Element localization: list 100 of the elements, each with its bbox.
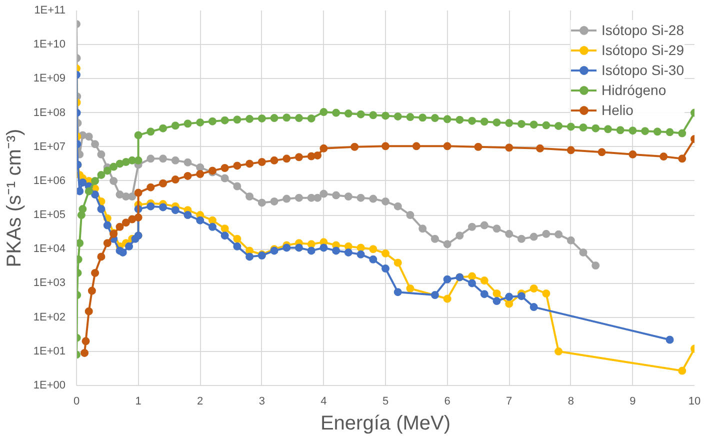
point xyxy=(294,153,303,162)
x-tick-label: 7 xyxy=(506,396,512,408)
y-tick-label: 1E+09 xyxy=(33,72,66,85)
point xyxy=(233,234,242,243)
point xyxy=(382,197,390,206)
y-tick-label: 1E+11 xyxy=(34,4,66,16)
point xyxy=(468,222,476,231)
point xyxy=(505,144,514,152)
point xyxy=(258,198,266,207)
point xyxy=(517,234,526,243)
point xyxy=(196,216,204,224)
point xyxy=(220,174,229,182)
point xyxy=(492,224,501,233)
point xyxy=(146,154,155,163)
x-tick-label: 6 xyxy=(444,396,450,408)
point xyxy=(171,206,180,214)
point xyxy=(184,172,192,180)
x-axis-title: Energía (MeV) xyxy=(320,412,451,434)
point xyxy=(412,142,420,150)
point xyxy=(369,255,378,264)
point xyxy=(233,182,242,190)
point xyxy=(171,176,180,184)
point xyxy=(356,194,365,202)
point xyxy=(116,222,124,231)
point xyxy=(128,215,136,224)
point xyxy=(307,240,316,248)
point xyxy=(314,194,322,202)
point xyxy=(307,246,316,255)
point xyxy=(474,142,482,151)
point xyxy=(84,132,93,141)
point xyxy=(344,248,352,256)
point xyxy=(356,244,365,252)
point xyxy=(282,244,291,252)
point xyxy=(196,170,204,178)
point xyxy=(314,151,322,160)
point xyxy=(84,307,93,316)
y-tick-label: 1E+10 xyxy=(33,38,66,51)
point xyxy=(146,183,155,192)
point xyxy=(208,222,216,231)
point xyxy=(332,246,340,255)
point xyxy=(128,192,136,200)
point xyxy=(468,272,476,280)
point xyxy=(134,213,142,222)
x-tick-label: 2 xyxy=(197,396,204,408)
point xyxy=(443,294,452,303)
point xyxy=(91,140,100,148)
point xyxy=(418,224,427,233)
point xyxy=(406,284,414,292)
point xyxy=(233,162,242,170)
point xyxy=(110,176,118,185)
point xyxy=(598,148,606,156)
point xyxy=(542,230,550,238)
point xyxy=(592,262,600,270)
point xyxy=(566,146,575,154)
x-tick-label: 3 xyxy=(258,396,265,408)
point xyxy=(294,194,303,202)
legend-label: Isótopo Si-29 xyxy=(602,42,684,58)
point xyxy=(294,244,303,252)
point xyxy=(125,242,134,250)
point xyxy=(332,191,340,200)
point xyxy=(430,291,439,300)
point xyxy=(270,156,278,164)
point xyxy=(350,142,359,151)
point xyxy=(628,150,637,158)
point xyxy=(282,194,291,203)
x-tick-label: 9 xyxy=(630,396,636,408)
point xyxy=(660,152,668,161)
point xyxy=(103,239,112,248)
point xyxy=(103,221,112,230)
point xyxy=(505,300,514,308)
point xyxy=(233,242,242,250)
point xyxy=(246,160,254,168)
point xyxy=(159,203,168,212)
point xyxy=(134,188,142,197)
y-tick-label: 1E+02 xyxy=(33,311,66,324)
point xyxy=(554,230,563,238)
point xyxy=(344,192,352,200)
point xyxy=(492,297,501,306)
point xyxy=(530,303,538,312)
point xyxy=(554,347,563,356)
point xyxy=(220,164,229,172)
point xyxy=(468,279,476,288)
point xyxy=(678,366,686,375)
y-tick-label: 1E+00 xyxy=(33,380,66,392)
point xyxy=(579,248,588,256)
point xyxy=(456,232,464,240)
point xyxy=(320,244,328,252)
point xyxy=(369,245,378,254)
point xyxy=(159,154,168,163)
point xyxy=(536,144,544,152)
point xyxy=(382,249,390,258)
point xyxy=(82,337,90,346)
point xyxy=(97,150,106,158)
legend-label: Isótopo Si-30 xyxy=(602,62,684,78)
point xyxy=(196,163,204,172)
x-tick-label: 0 xyxy=(73,396,80,408)
point xyxy=(530,284,538,292)
point xyxy=(394,258,402,267)
point xyxy=(356,250,365,258)
y-tick-label: 1E+06 xyxy=(33,174,66,187)
